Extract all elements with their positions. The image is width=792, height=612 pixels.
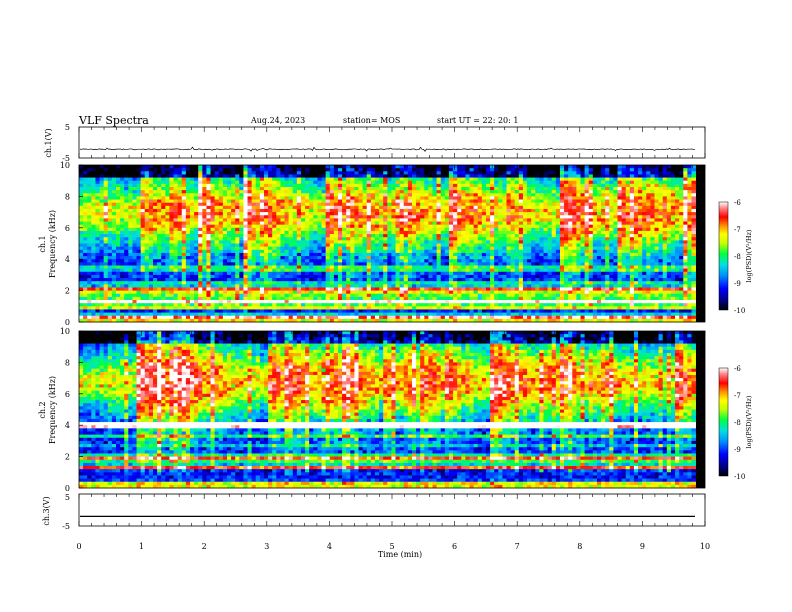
ch2-colorbar-tick-m10: -10: [734, 473, 745, 481]
ch1-spectrogram-ylabel-channel: ch.1: [38, 235, 47, 252]
ch1-colorbar-gradient: [719, 202, 728, 310]
ch1-spectrogram-panel: 0 2 4 6 8 10 ch.1 Frequency (kHz): [38, 161, 705, 327]
ch1-waveform-ylabel: ch.1(V): [44, 128, 53, 157]
ch2-colorbar-tick-m8: -8: [734, 419, 741, 427]
ch1-colorbar-label: log(PSD)(V²/Hz): [745, 229, 753, 282]
time-axis-tick-6: 6: [452, 542, 457, 551]
yt2-label-4: 8: [65, 192, 70, 201]
ch2-spectrogram-ylabel-frequency: Frequency (kHz): [48, 376, 57, 444]
ch1-ytick-top: 5: [65, 123, 70, 132]
ch1-colorbar-tick-m9: -9: [734, 280, 741, 288]
ch2-colorbar: -6 -7 -8 -9 -10 log(PSD)(V²/Hz): [719, 365, 753, 481]
yt2-label-5: 10: [60, 161, 70, 170]
ch2-spectrogram-image: [79, 331, 696, 488]
figure-date: Aug.24, 2023: [250, 116, 305, 125]
ch2-colorbar-tick-m9: -9: [734, 446, 741, 454]
yt2-label-1: 2: [65, 287, 70, 296]
figure-station: station= MOS: [343, 116, 400, 125]
ch2-spectrogram-ylabel-channel: ch.2: [38, 401, 47, 418]
time-axis-label: Time (min): [378, 550, 422, 559]
yt3-label-2: 4: [65, 421, 70, 430]
yt3-label-1: 2: [65, 453, 70, 462]
time-axis-tick-0: 0: [76, 542, 81, 551]
ch1-waveform-panel: 5 -5 ch.1(V): [44, 123, 705, 163]
ch2-colorbar-tick-m6: -6: [734, 365, 741, 373]
time-axis-tick-8: 8: [577, 542, 582, 551]
ch2-colorbar-tick-m7: -7: [734, 392, 741, 400]
yt3-label-0: 0: [65, 484, 70, 493]
ch3-ytick-top: 5: [65, 493, 70, 502]
yt2-label-2: 4: [65, 255, 70, 264]
ch1-colorbar-tick-m6: -6: [734, 199, 741, 207]
figure-start-time: start UT = 22: 20: 1: [437, 116, 518, 125]
ch2-colorbar-label: log(PSD)(V²/Hz): [745, 395, 753, 448]
ch1-colorbar-tick-m10: -10: [734, 307, 745, 315]
ch2-colorbar-gradient: [719, 368, 728, 476]
time-axis-tick-3: 3: [264, 542, 269, 551]
time-axis-tick-10: 10: [700, 542, 710, 551]
yt3-label-4: 8: [65, 358, 70, 367]
ch1-spectrogram-ylabel-frequency: Frequency (kHz): [48, 210, 57, 278]
figure-title: VLF Spectra: [78, 114, 149, 127]
time-axis-tick-1: 1: [139, 542, 144, 551]
ch2-spectrogram-panel: 0 2 4 6 8 10 ch.2 Frequency (kHz): [38, 327, 705, 493]
ch1-colorbar-tick-m7: -7: [734, 226, 741, 234]
ch1-spectrogram-image: [79, 165, 696, 322]
yt2-label-3: 6: [65, 224, 70, 233]
yt3-label-3: 6: [65, 390, 70, 399]
yt3-label-5: 10: [60, 327, 70, 336]
ch3-ytick-bottom: -5: [62, 522, 70, 531]
ch3-waveform-ylabel: ch.3(V): [42, 496, 51, 525]
vlf-spectra-figure: VLF Spectra Aug.24, 2023 station= MOS st…: [0, 0, 792, 612]
yt2-label-0: 0: [65, 318, 70, 327]
time-axis-tick-9: 9: [640, 542, 645, 551]
time-axis-tick-7: 7: [515, 542, 520, 551]
ch1-colorbar-tick-m8: -8: [734, 253, 741, 261]
time-axis-tick-4: 4: [327, 542, 332, 551]
ch3-waveform-panel: 5 -5 ch.3(V): [42, 493, 705, 531]
time-axis-tick-2: 2: [202, 542, 207, 551]
ch1-colorbar: -6 -7 -8 -9 -10 log(PSD)(V²/Hz): [719, 199, 753, 315]
